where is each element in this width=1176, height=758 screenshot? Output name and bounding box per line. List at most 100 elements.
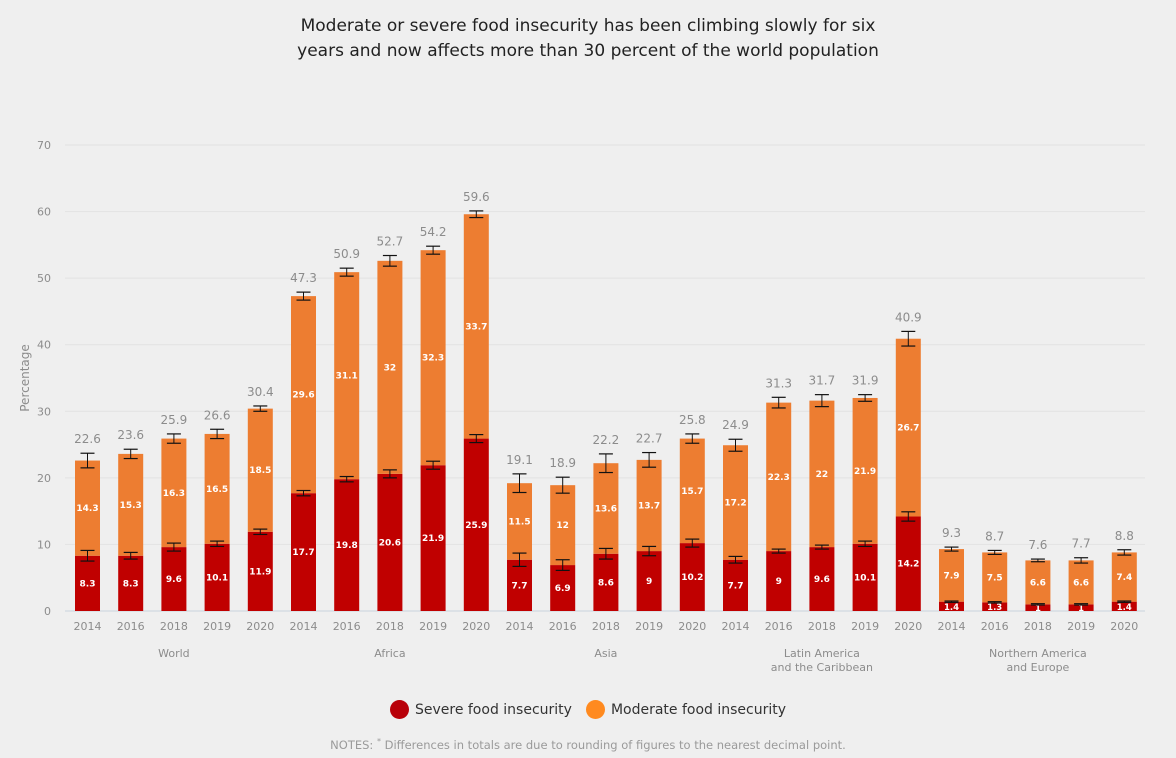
label-severe: 14.2 [897,560,919,570]
notes-text: Differences in totals are due to roundin… [380,737,846,752]
error-bar [382,469,397,479]
y-axis-label: Percentage [18,344,32,412]
bar-moderate [377,260,403,474]
label-severe: 6.9 [555,584,571,594]
bar-severe [939,601,964,611]
x-group-label-line: Africa [374,647,405,660]
bar-moderate [1068,560,1094,605]
error-bar [469,210,484,219]
bar-stack: 8.6 13.6 22.2 [593,433,620,611]
x-tick-label: 2014 [938,620,966,633]
label-severe: 21.9 [422,534,444,544]
label-total: 31.3 [765,376,792,390]
x-tick-label: 2018 [592,620,620,633]
x-tick-label: 2019 [203,620,231,633]
label-severe: 7.7 [512,581,528,591]
x-tick-label: 2018 [160,620,188,633]
legend-label-moderate: Moderate food insecurity [610,701,787,718]
error-bar [80,452,95,469]
bar-severe [204,543,230,611]
bars: 8.314.322.68.315.323.69.616.325.910.116.… [74,190,1137,614]
y-tick-label: 60 [37,206,51,219]
x-group-label: Asia [594,647,617,660]
x-tick-label: 2019 [635,620,663,633]
error-bar [944,546,959,552]
bar-stack: 10.1 21.9 31.9 [852,374,878,611]
bar-severe [723,559,748,611]
bar-stack: 1 6.6 7.6 [1025,538,1051,614]
label-severe: 9.6 [166,575,182,585]
bar-moderate [1025,560,1051,605]
x-tick-label: 2019 [1067,620,1095,633]
x-group-label: Latin America and the Caribbean [771,647,873,674]
x-group-label: World [158,647,190,660]
bar-severe [161,547,187,611]
error-bar [1030,558,1045,563]
label-severe: 10.1 [206,573,228,583]
label-total: 18.9 [549,456,576,470]
label-total: 22.2 [593,433,620,447]
chart-notes: NOTES: * Differences in totals are due t… [0,737,1176,752]
label-moderate: 7.5 [987,573,1003,583]
bar-moderate [723,445,748,560]
error-bar [771,396,786,409]
bar-severe [982,602,1008,611]
x-tick-label: 2020 [678,620,706,633]
label-total: 59.6 [463,190,490,204]
bar-stack: 7.7 11.5 19.1 [506,453,533,611]
bar-stack: 8.3 14.3 22.6 [74,432,101,611]
bar-moderate [161,438,187,548]
label-moderate: 6.6 [1073,578,1089,588]
bar-stack: 1.4 7.4 8.8 [1111,529,1137,613]
bar-stack: 19.8 31.1 50.9 [333,247,360,611]
label-moderate: 29.6 [292,391,314,401]
bar-stack: 10.2 15.7 25.8 [679,413,706,611]
legend-item-moderate[interactable]: Moderate food insecurity [585,700,787,719]
legend-item-severe[interactable]: Severe food insecurity [389,700,572,719]
error-bar [166,433,181,444]
error-bar [339,267,354,277]
x-tick-label: 2014 [74,620,102,633]
label-moderate: 26.7 [897,424,919,434]
label-total: 24.9 [722,418,749,432]
error-bar [512,552,527,567]
label-severe: 8.3 [80,579,96,589]
bar-severe [679,543,705,611]
x-group-label: Northern America and Europe [989,647,1087,674]
label-total: 8.7 [985,529,1004,543]
x-tick-label: 2020 [246,620,274,633]
bar-moderate [593,463,619,554]
bar-stack: 1.4 7.9 9.3 [939,526,964,613]
bar-stack: 11.9 18.5 30.4 [247,385,274,611]
label-total: 22.7 [636,432,663,446]
bar-severe [247,531,273,611]
label-moderate: 14.3 [76,504,98,514]
bar-severe [593,553,619,611]
label-severe: 25.9 [465,521,487,531]
label-severe: 1.4 [944,603,959,613]
legend-swatch-severe [389,700,409,719]
x-tick-label: 2020 [462,620,490,633]
label-severe: 8.6 [598,578,614,588]
notes-asterisk: * [376,737,381,746]
x-tick-label: 2016 [333,620,361,633]
legend-label-severe: Severe food insecurity [414,701,572,718]
label-moderate: 22 [816,470,829,480]
label-total: 9.3 [942,526,961,540]
label-moderate: 22.3 [768,473,790,483]
error-bar [382,254,397,267]
y-tick-label: 10 [37,538,51,551]
label-severe: 1.4 [1117,603,1132,613]
error-bar [166,542,181,552]
error-bar [253,528,268,536]
label-moderate: 7.4 [1116,573,1132,583]
bar-moderate [420,250,446,466]
error-bar [253,405,268,412]
error-bar [685,433,700,444]
bar-stack: 20.6 32 52.7 [377,235,403,611]
bar-stack: 9.6 22 31.7 [809,374,835,611]
label-total: 47.3 [290,271,317,285]
error-bar [944,600,959,603]
error-bar [642,451,657,468]
x-tick-label: 2016 [549,620,577,633]
